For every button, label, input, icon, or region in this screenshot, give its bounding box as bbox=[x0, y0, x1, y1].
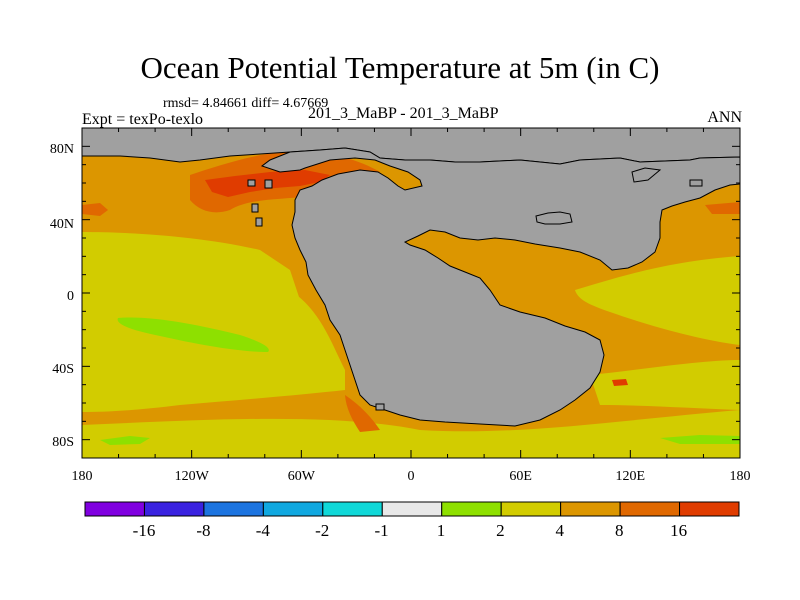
y-tick-label: 80S bbox=[52, 435, 74, 450]
colorbar-label: -8 bbox=[196, 521, 210, 540]
colorbar-swatch bbox=[143, 501, 205, 517]
stats-label: rmsd= 4.84661 diff= 4.67669 bbox=[163, 96, 329, 111]
x-tick-label: 0 bbox=[408, 469, 415, 484]
x-tick-label: 60E bbox=[509, 469, 532, 484]
colorbar-swatch bbox=[262, 501, 324, 517]
y-tick-label: 40S bbox=[52, 362, 74, 377]
y-tick-label: 0 bbox=[67, 289, 74, 304]
colorbar-label: 8 bbox=[615, 521, 624, 540]
colorbar-swatch bbox=[381, 501, 443, 517]
colorbar-label: 16 bbox=[670, 521, 687, 540]
south-blob-16 bbox=[612, 379, 628, 386]
small-island-1 bbox=[251, 203, 259, 213]
map-title: Ocean Potential Temperature at 5m (in C) bbox=[140, 50, 660, 85]
colorbar-swatch bbox=[619, 501, 681, 517]
season-label: ANN bbox=[707, 109, 742, 126]
x-tick-label: 180 bbox=[72, 469, 93, 484]
small-island-3 bbox=[264, 179, 273, 189]
colorbar-label: 2 bbox=[496, 521, 505, 540]
x-tick-label: 180 bbox=[730, 469, 751, 484]
supercontinent-land bbox=[260, 147, 740, 427]
north-east-islet-2 bbox=[689, 179, 703, 187]
case-label: 201_3_MaBP - 201_3_MaBP bbox=[308, 105, 499, 122]
southern-band-2-4 bbox=[82, 410, 740, 458]
x-tick-label: 120W bbox=[175, 469, 210, 484]
north-east-blob-8-16 bbox=[705, 202, 740, 214]
small-island-2 bbox=[255, 217, 263, 227]
colorbar-swatch bbox=[441, 501, 502, 517]
colorbar-swatch bbox=[679, 501, 740, 517]
subtropical-blob-1-2 bbox=[117, 317, 269, 352]
x-tick-label: 60W bbox=[288, 469, 316, 484]
east-pacific-band-2-4 bbox=[575, 256, 740, 345]
south-east-band-2-4 bbox=[590, 360, 740, 410]
colorbar-label: -1 bbox=[375, 521, 389, 540]
colorbar bbox=[84, 501, 740, 517]
colorbar-label: 1 bbox=[437, 521, 446, 540]
small-island-5 bbox=[375, 403, 385, 411]
axis-ticks bbox=[81, 127, 741, 459]
small-island-4 bbox=[247, 179, 256, 187]
south-band-8-16 bbox=[345, 395, 380, 432]
colorbar-swatch bbox=[322, 501, 383, 517]
colorbar-label: -4 bbox=[256, 521, 271, 540]
colorbar-label: -2 bbox=[315, 521, 329, 540]
experiment-label: Expt = texPo-texlo bbox=[82, 111, 204, 128]
north-pacific-blob-8-16 bbox=[82, 203, 108, 216]
pacific-band-2-4 bbox=[82, 232, 300, 308]
map-plot-area bbox=[82, 128, 740, 458]
colorbar-swatch bbox=[560, 501, 621, 517]
colorbar-label: 4 bbox=[556, 521, 565, 540]
north-east-islet bbox=[631, 167, 662, 183]
y-tick-label: 80N bbox=[50, 142, 74, 157]
colorbar-swatch bbox=[500, 501, 562, 517]
colorbar-swatch bbox=[84, 501, 145, 517]
x-tick-label: 120E bbox=[616, 469, 646, 484]
y-tick-label: 40N bbox=[50, 217, 74, 232]
colorbar-swatch bbox=[203, 501, 264, 517]
island-land bbox=[535, 211, 573, 225]
southern-blob-1-2-west bbox=[100, 436, 150, 445]
southern-blob-1-2-east bbox=[660, 435, 740, 444]
colorbar-label: -16 bbox=[133, 521, 156, 540]
